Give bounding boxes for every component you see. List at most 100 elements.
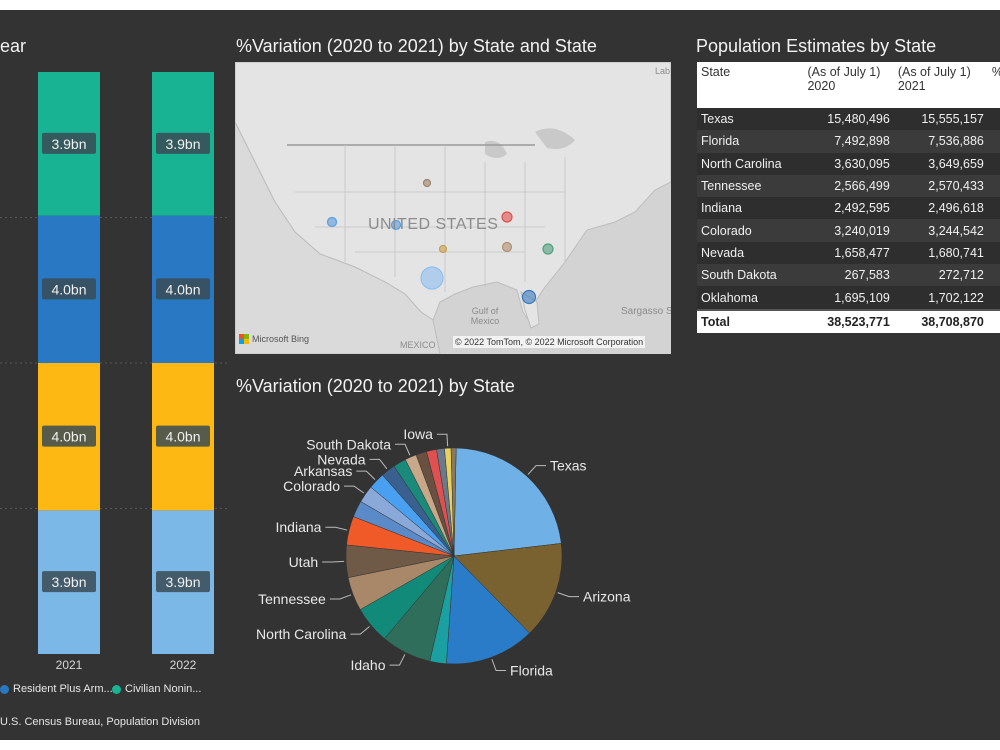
- data-label-box: [42, 425, 96, 447]
- table-row[interactable]: Tennessee 2,566,499 2,570,433: [697, 174, 1000, 198]
- table-row[interactable]: North Carolina 3,630,095 3,649,659: [697, 152, 1000, 175]
- data-label-box: [42, 278, 96, 300]
- cell-state: Texas: [697, 108, 804, 131]
- map-bubble-7[interactable]: [420, 266, 444, 290]
- microsoft-logo-icon: [239, 334, 249, 344]
- stacked-bar-chart: 3.9bn 4.0bn 4.0bn 3.9bn 2021 3.9bn 4.0bn 4.0bn 3…: [0, 72, 230, 672]
- legend-item-civilian[interactable]: Civilian Nonin...: [112, 683, 201, 695]
- table-row[interactable]: Texas 15,480,496 15,555,157: [697, 108, 1000, 131]
- col-header-2020[interactable]: (As of July 1) 2020: [803, 62, 894, 108]
- map-bubble-8[interactable]: [521, 289, 537, 305]
- map-base: [235, 62, 671, 354]
- pie-label-10: Colorado: [283, 478, 340, 494]
- cell-y2021: 272,712: [893, 264, 988, 287]
- total-cell-0: Total: [697, 308, 804, 333]
- data-label-2021-2: 4.0bn: [51, 281, 86, 297]
- cell-y2020: 3,240,019: [803, 219, 894, 242]
- pie-label-14: South Dakota: [306, 436, 391, 452]
- table-title: Population Estimates by State: [696, 36, 937, 56]
- table-header-row: State (As of July 1) 2020 (As of July 1)…: [697, 62, 1000, 108]
- pie-label-11: Arkansas: [294, 463, 352, 479]
- map-mexico-label: MEXICO: [400, 340, 436, 350]
- pie-chart-title: %Variation (2020 to 2021) by State: [236, 376, 515, 396]
- map-bubble-5[interactable]: [501, 241, 513, 253]
- cell-y2020: 2,566,499: [803, 174, 894, 198]
- data-label-2021-3: 3.9bn: [51, 136, 86, 152]
- cell-variation: [987, 130, 1000, 153]
- cell-y2021: 2,496,618: [893, 197, 988, 220]
- pie-label-18: Iowa: [403, 426, 433, 442]
- leader-line-10: [344, 485, 365, 494]
- map-gulf-label: Gulf of Mexico: [470, 306, 500, 326]
- table-row[interactable]: Indiana 2,492,595 2,496,618: [697, 197, 1000, 220]
- cell-y2021: 7,536,886: [893, 130, 988, 153]
- pie-slice-0[interactable]: [453, 447, 562, 557]
- table-row[interactable]: Nevada 1,658,477 1,680,741: [697, 241, 1000, 265]
- leader-line-1: [557, 592, 580, 598]
- pie-label-1: Arizona: [583, 589, 631, 605]
- pie-slice-19[interactable]: [450, 447, 457, 557]
- legend-dot-icon: [0, 684, 9, 694]
- map-copyright: © 2022 TomTom, © 2022 Microsoft Corporat…: [453, 336, 646, 348]
- data-label-2022-1: 4.0bn: [165, 429, 200, 445]
- pie-label-4: Idaho: [350, 657, 385, 673]
- legend-label: Civilian Nonin...: [125, 683, 202, 695]
- table-row[interactable]: Florida 7,492,898 7,536,886: [697, 130, 1000, 153]
- col-header-state[interactable]: State: [697, 62, 804, 108]
- leader-line-5: [350, 626, 370, 635]
- legend-label: Resident Plus Arm...: [13, 683, 113, 695]
- pie-label-5: North Carolina: [256, 626, 346, 642]
- bubble-map[interactable]: UNITED STATES Gulf of Mexico MEXICO Sarg…: [235, 62, 671, 354]
- cell-y2020: 3,630,095: [803, 152, 894, 175]
- table-row[interactable]: Oklahoma 1,695,109 1,702,122: [697, 286, 1000, 310]
- map-title: %Variation (2020 to 2021) by State and S…: [236, 36, 597, 56]
- pie-label-0: Texas: [550, 458, 587, 474]
- cell-state: Indiana: [697, 197, 804, 220]
- total-cell-1: 38,523,771: [803, 308, 894, 333]
- data-label-box: [156, 278, 210, 300]
- population-table: State (As of July 1) 2020 (As of July 1)…: [697, 62, 1000, 333]
- leader-line-14: [395, 443, 411, 456]
- cell-state: Tennessee: [697, 174, 804, 198]
- pie-label-2: Florida: [510, 663, 553, 679]
- col-header-variation[interactable]: %: [987, 62, 1000, 108]
- data-label-box: [156, 425, 210, 447]
- source-note: U.S. Census Bureau, Population Division: [0, 716, 200, 728]
- table-row[interactable]: South Dakota 267,583 272,712: [697, 264, 1000, 287]
- bar-chart-title: ear: [0, 36, 27, 56]
- map-bubble-1[interactable]: [390, 219, 402, 231]
- legend-item-resident[interactable]: Resident Plus Arm...: [0, 683, 113, 695]
- map-bubble-0[interactable]: [326, 216, 338, 228]
- map-sargasso-label: Sargasso S: [621, 306, 671, 317]
- cell-state: Florida: [697, 130, 804, 153]
- data-label-box: [42, 571, 96, 593]
- table-row[interactable]: Colorado 3,240,019 3,244,542: [697, 219, 1000, 242]
- cell-variation: [987, 152, 1000, 175]
- map-bubble-4[interactable]: [438, 244, 448, 254]
- leader-line-4: [389, 654, 406, 666]
- total-cell-2: 38,708,870: [893, 308, 988, 333]
- cell-state: Colorado: [697, 219, 804, 242]
- cell-y2020: 7,492,898: [803, 130, 894, 153]
- legend-dot-icon: [112, 684, 121, 694]
- cell-variation: [987, 286, 1000, 310]
- leader-line-0: [527, 465, 546, 475]
- col-header-2021[interactable]: (As of July 1) 2021: [893, 62, 988, 108]
- cell-variation: [987, 197, 1000, 220]
- cell-state: Oklahoma: [697, 286, 804, 310]
- data-label-2021-1: 4.0bn: [51, 429, 86, 445]
- bing-attribution: Microsoft Bing: [239, 334, 309, 344]
- cell-state: Nevada: [697, 241, 804, 265]
- x-tick-2022: 2022: [170, 658, 197, 672]
- table-total-row: Total 38,523,771 38,708,870: [697, 308, 1000, 333]
- pie-slice-2[interactable]: [446, 555, 530, 665]
- cell-variation: [987, 241, 1000, 265]
- pie-slice-1[interactable]: [453, 543, 563, 634]
- map-bubble-2[interactable]: [422, 178, 432, 188]
- data-label-2022-0: 3.9bn: [165, 574, 200, 590]
- map-bubble-3[interactable]: [501, 211, 513, 223]
- data-label-2021-0: 3.9bn: [51, 574, 86, 590]
- cell-variation: [987, 219, 1000, 242]
- map-bubble-6[interactable]: [542, 243, 554, 255]
